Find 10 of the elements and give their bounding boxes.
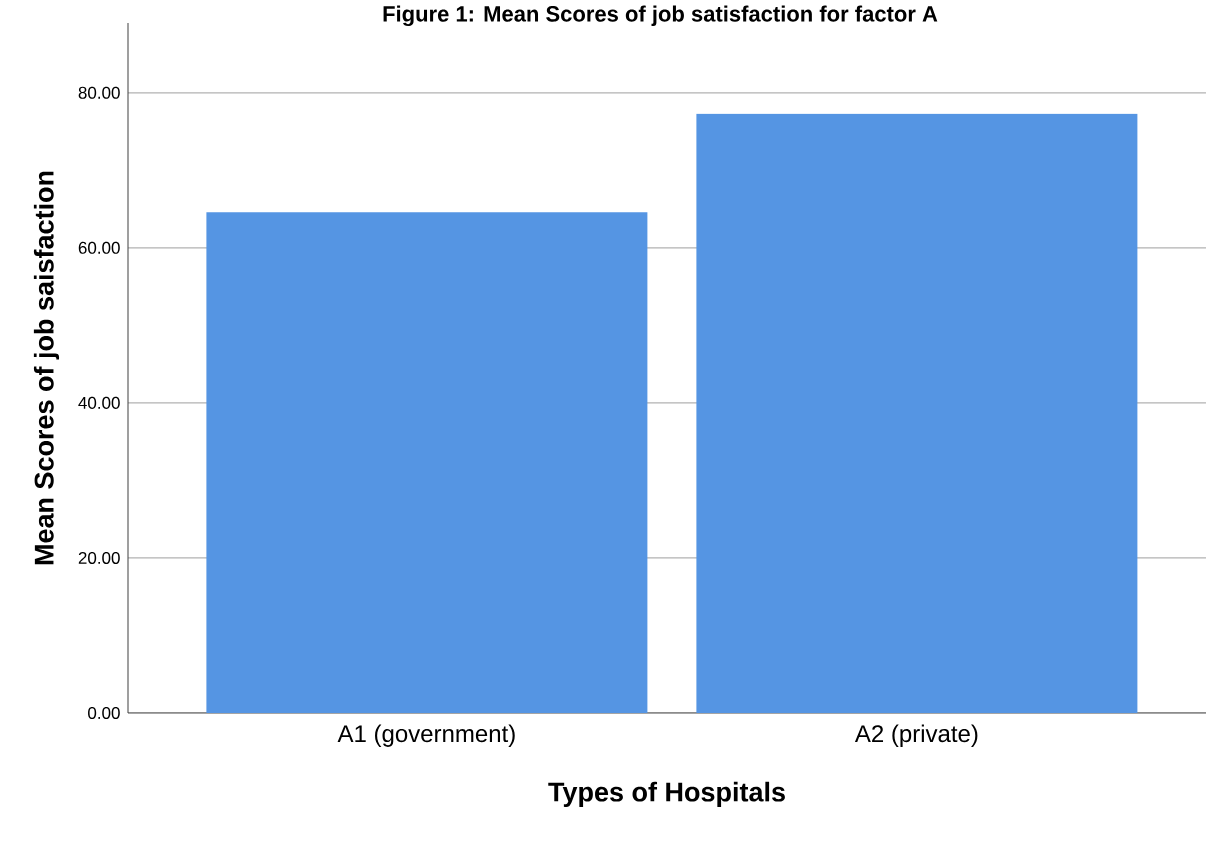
chart-title: Figure 1: Mean Scores of job satisfaction for factor A: [383, 5, 938, 27]
y-tick-label: 60.00: [78, 241, 120, 254]
x-tick-label: A1 (government): [337, 724, 515, 747]
x-axis-title: Types of Hospitals: [548, 781, 785, 807]
y-tick-label: 40.00: [78, 396, 120, 409]
x-tick-label: A2 (private): [854, 724, 978, 747]
y-tick-label: 20.00: [78, 551, 120, 564]
y-tick-label: 80.00: [78, 86, 120, 99]
y-tick-label: 0.00: [88, 706, 120, 720]
y-axis-title: Mean Scores of job saisfaction: [33, 171, 60, 565]
